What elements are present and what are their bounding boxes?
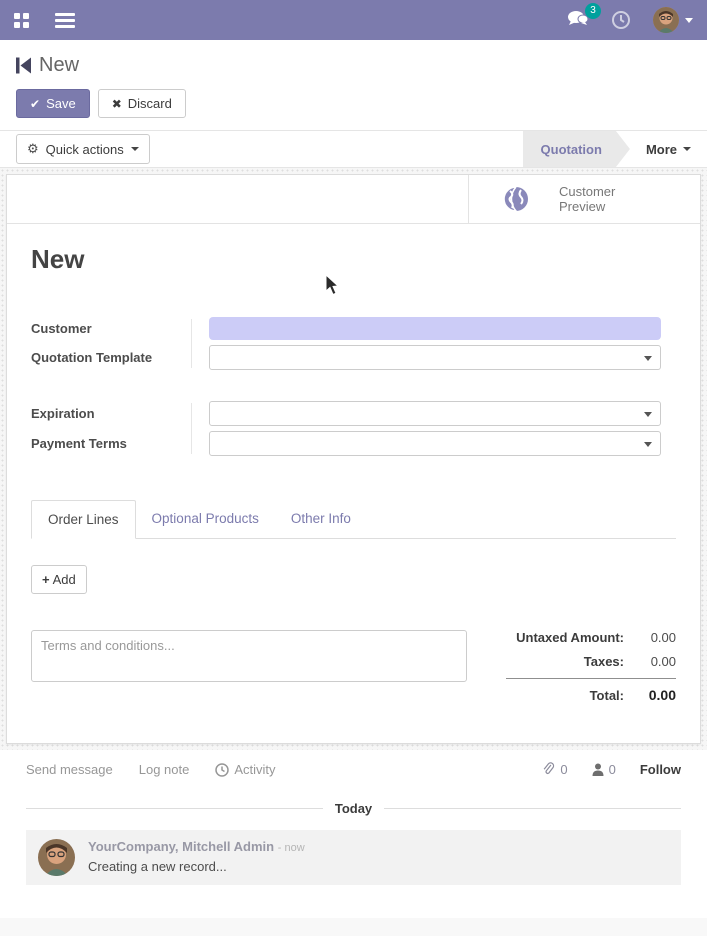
gears-icon: ⚙	[27, 141, 39, 156]
quotation-template-select[interactable]	[208, 345, 661, 370]
user-avatar	[653, 7, 679, 33]
untaxed-amount-value: 0.00	[650, 630, 676, 645]
sheet-header-spacer	[7, 175, 469, 223]
chevron-down-icon	[644, 412, 652, 417]
followers-count: 0	[608, 762, 616, 777]
message-author: YourCompany, Mitchell Admin	[88, 839, 275, 854]
stage-quotation[interactable]: Quotation	[523, 131, 630, 167]
record-title: New	[31, 244, 85, 274]
followers-button[interactable]: 0	[592, 762, 616, 777]
messages-icon[interactable]: 3	[567, 2, 601, 31]
chat-bubbles-icon	[568, 10, 589, 25]
message-author-avatar	[38, 839, 75, 876]
apps-menu-icon[interactable]	[14, 12, 29, 28]
user-menu[interactable]	[653, 7, 693, 33]
chatter: Send message Log note Activity 0 0	[0, 750, 707, 885]
form-sheet: Customer Preview New Customer Quotation …	[6, 174, 701, 744]
page-title: New	[39, 54, 80, 76]
expiration-select[interactable]	[208, 401, 661, 426]
breadcrumb: New	[16, 54, 691, 77]
messages-count-badge: 3	[585, 2, 601, 19]
field-group-bottom: Expiration Payment Terms	[31, 401, 661, 456]
attachments-count: 0	[560, 762, 568, 777]
date-divider-label: Today	[334, 801, 373, 816]
chevron-down-icon	[644, 442, 652, 447]
sheet-background: Customer Preview New Customer Quotation …	[0, 168, 707, 750]
hamburger-menu-icon[interactable]	[55, 12, 75, 28]
total-value: 0.00	[648, 687, 676, 703]
save-button[interactable]: ✔ Save	[16, 89, 90, 118]
chevron-down-icon	[685, 17, 693, 23]
field-group-top: Customer Quotation Template	[31, 317, 661, 370]
customer-preview-button[interactable]: Customer Preview	[469, 175, 700, 223]
statusbar: ⚙ Quick actions Quotation More	[0, 130, 707, 168]
top-navbar: 3	[0, 0, 707, 40]
notebook-tabs: Order Lines Optional Products Other Info	[31, 500, 676, 539]
tab-optional-products[interactable]: Optional Products	[151, 511, 259, 526]
message-content: YourCompany, Mitchell Admin - now Creati…	[88, 839, 305, 876]
more-dropdown[interactable]: More	[630, 142, 707, 157]
footer-strip	[0, 918, 707, 936]
untaxed-amount-label: Untaxed Amount:	[516, 630, 624, 645]
quotation-template-field-label: Quotation Template	[31, 350, 153, 365]
quick-actions-button[interactable]: ⚙ Quick actions	[16, 134, 150, 164]
date-divider: Today	[26, 801, 682, 816]
schedule-activity-button[interactable]: Activity	[215, 762, 276, 777]
payment-terms-select[interactable]	[208, 431, 661, 456]
clock-icon	[215, 762, 230, 777]
total-label: Total:	[589, 687, 624, 703]
chatter-message: YourCompany, Mitchell Admin - now Creati…	[26, 830, 681, 885]
check-icon: ✔	[30, 96, 41, 111]
totals-block: Untaxed Amount: 0.00 Taxes: 0.00 Total: …	[481, 630, 676, 712]
plus-icon: +	[42, 572, 50, 587]
customer-input[interactable]	[208, 317, 661, 340]
chevron-down-icon	[683, 147, 691, 151]
paperclip-icon	[544, 762, 555, 774]
chevron-down-icon	[130, 147, 139, 151]
globe-icon	[503, 186, 528, 212]
activity-clock-icon[interactable]	[611, 10, 631, 30]
taxes-value: 0.00	[650, 654, 676, 669]
send-message-button[interactable]: Send message	[26, 762, 113, 777]
message-timestamp: - now	[277, 842, 305, 854]
chevron-down-icon	[644, 356, 652, 361]
payment-terms-field-label: Payment Terms	[31, 436, 127, 451]
discard-button[interactable]: ✖ Discard	[97, 89, 186, 118]
customer-field-label: Customer	[31, 321, 92, 336]
attachments-button[interactable]: 0	[542, 762, 568, 777]
follow-button[interactable]: Follow	[639, 762, 681, 777]
add-line-button[interactable]: + Add	[31, 565, 87, 594]
follower-person-icon	[592, 763, 604, 776]
totals-divider	[506, 678, 676, 679]
customer-preview-label: Customer Preview	[559, 184, 616, 214]
terms-and-conditions-input[interactable]	[31, 630, 467, 682]
breadcrumb-back-icon[interactable]	[16, 57, 31, 74]
control-panel: New ✔ Save ✖ Discard	[0, 40, 707, 130]
message-body: Creating a new record...	[88, 859, 227, 874]
tab-order-lines[interactable]: Order Lines	[31, 500, 136, 539]
expiration-field-label: Expiration	[31, 406, 95, 421]
log-note-button[interactable]: Log note	[138, 762, 190, 777]
close-icon: ✖	[111, 96, 122, 111]
tab-other-info[interactable]: Other Info	[290, 511, 351, 526]
taxes-label: Taxes:	[583, 654, 624, 669]
